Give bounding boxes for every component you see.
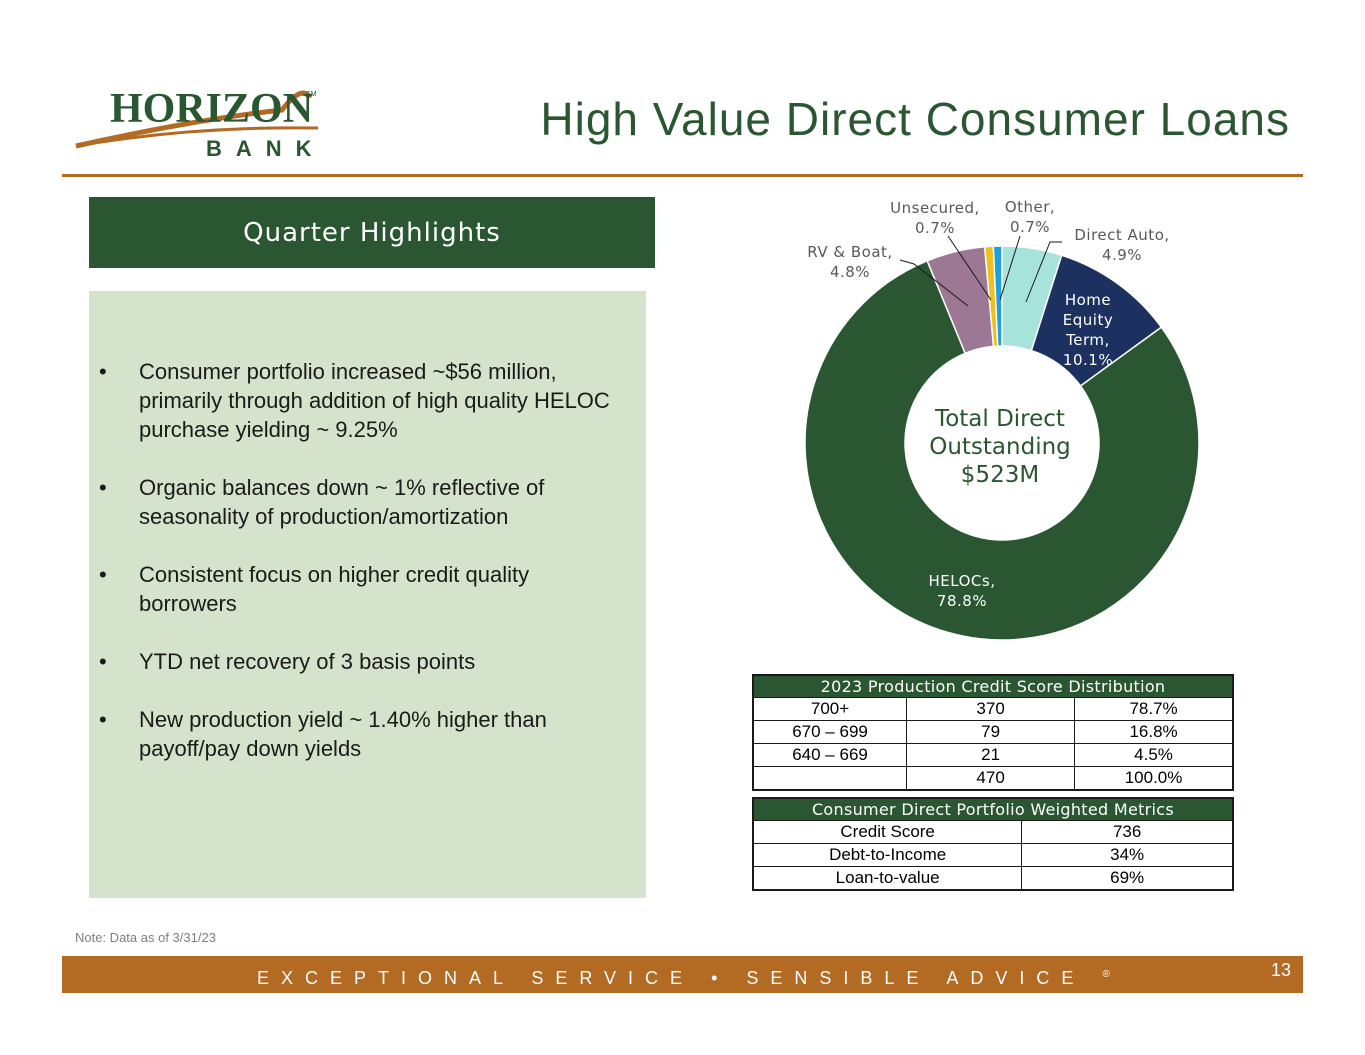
table-cell: 640 – 669: [752, 743, 908, 767]
slice-label-unsecured: Unsecured, 0.7%: [890, 199, 980, 237]
table-row: Loan-to-value 69%: [752, 866, 1234, 891]
slice-label-other: Other, 0.7%: [1005, 198, 1055, 236]
highlight-item: • New production yield ~ 1.40% higher tha…: [89, 705, 629, 763]
table-cell: 79: [906, 720, 1076, 744]
weighted-metrics-table: Consumer Direct Portfolio Weighted Metri…: [752, 797, 1234, 891]
registered-mark: ®: [1102, 969, 1110, 980]
center-total: $523M: [960, 462, 1040, 488]
label-line: Equity: [1063, 311, 1113, 329]
footnote: Note: Data as of 3/31/23: [75, 930, 216, 945]
label-line: 78.8%: [937, 592, 987, 610]
table-row: 640 – 669 21 4.5%: [752, 743, 1234, 767]
credit-score-table: 2023 Production Credit Score Distributio…: [752, 674, 1234, 791]
table-cell: Credit Score: [752, 820, 1023, 844]
table-cell: 670 – 699: [752, 720, 908, 744]
center-line-2: Outstanding: [929, 434, 1071, 460]
table-cell: 100.0%: [1074, 766, 1234, 791]
label-line: Unsecured,: [890, 199, 980, 217]
table-cell: 78.7%: [1074, 697, 1234, 721]
slice-other: [992, 245, 1003, 347]
logo-subtitle: BANK: [206, 136, 326, 161]
table-cell: 700+: [752, 697, 908, 721]
label-line: 4.8%: [830, 263, 870, 281]
label-line: Home: [1065, 291, 1111, 309]
highlight-text: Organic balances down ~ 1% reflective of…: [139, 475, 545, 529]
highlight-item: • Consistent focus on higher credit quali…: [89, 560, 629, 618]
bullet-glyph: •: [99, 562, 107, 587]
credit-table-title: 2023 Production Credit Score Distributio…: [753, 675, 1233, 698]
highlights-header: Quarter Highlights: [89, 197, 655, 268]
label-line: HELOCs,: [929, 572, 996, 590]
metrics-table-title: Consumer Direct Portfolio Weighted Metri…: [753, 798, 1233, 821]
table-cell: Loan-to-value: [752, 866, 1023, 891]
slice-label-home-equity-term: Home Equity Term, 10.1%: [1063, 291, 1113, 369]
table-cell: 34%: [1021, 843, 1234, 867]
table-row: 700+ 370 78.7%: [752, 697, 1234, 721]
table-cell: [752, 766, 908, 791]
table-row: Credit Score 736: [752, 820, 1234, 844]
table-row: 670 – 699 79 16.8%: [752, 720, 1234, 744]
leader-line: [999, 235, 1021, 301]
center-line-1: Total Direct: [935, 406, 1065, 432]
title-divider: [62, 174, 1303, 177]
highlight-text: Consumer portfolio increased ~$56 millio…: [139, 359, 610, 442]
highlights-panel: • Consumer portfolio increased ~$56 milli…: [89, 291, 646, 898]
highlight-text: Consistent focus on higher credit qualit…: [139, 562, 530, 616]
leader-line: [947, 235, 992, 301]
slice-label-rv-boat: RV & Boat, 4.8%: [807, 243, 892, 281]
slice-label-helocs: HELOCs, 78.8%: [929, 572, 996, 610]
footer-tagline: EXCEPTIONAL SERVICE • SENSIBLE ADVICE ®: [257, 956, 1110, 993]
table-cell: 470: [906, 766, 1076, 791]
page-number: 13: [1270, 960, 1291, 980]
table-cell: 21: [906, 743, 1076, 767]
slice-label-direct-auto: Direct Auto, 4.9%: [1074, 226, 1169, 264]
highlight-text: YTD net recovery of 3 basis points: [139, 649, 476, 674]
logo-swoosh: [75, 90, 313, 149]
table-cell: Debt-to-Income: [752, 843, 1023, 867]
page-title: High Value Direct Consumer Loans: [540, 93, 1290, 145]
highlights-list: • Consumer portfolio increased ~$56 milli…: [89, 357, 629, 792]
leader-line: [1025, 241, 1062, 303]
label-line: 0.7%: [1010, 218, 1050, 236]
logo-wordmark: HORIZON: [110, 86, 313, 132]
bullet-glyph: •: [99, 707, 107, 732]
table-row: 470 100.0%: [752, 766, 1234, 791]
highlight-text: New production yield ~ 1.40% higher than…: [139, 707, 547, 761]
bullet-glyph: •: [99, 475, 107, 500]
footer-bar: EXCEPTIONAL SERVICE • SENSIBLE ADVICE ® …: [62, 956, 1303, 993]
horizon-bank-logo: HORIZON SM BANK: [75, 86, 326, 161]
highlight-item: • YTD net recovery of 3 basis points: [89, 647, 629, 676]
table-cell: 736: [1021, 820, 1234, 844]
label-line: Direct Auto,: [1074, 226, 1169, 244]
label-line: 10.1%: [1063, 351, 1113, 369]
table-cell: 4.5%: [1074, 743, 1234, 767]
label-line: Term,: [1065, 331, 1110, 349]
bullet-glyph: •: [99, 359, 107, 384]
highlight-item: • Organic balances down ~ 1% reflective o…: [89, 473, 629, 531]
label-leader-lines: [899, 235, 1062, 307]
label-line: 0.7%: [915, 219, 955, 237]
table-cell: 16.8%: [1074, 720, 1234, 744]
slice-labels: Direct Auto, 4.9% Home Equity Term, 10.1% HELO…: [807, 198, 1169, 610]
label-line: RV & Boat,: [807, 243, 892, 261]
table-cell: 370: [906, 697, 1076, 721]
label-line: Other,: [1005, 198, 1055, 216]
donut-slices: [804, 245, 1200, 641]
table-cell: 69%: [1021, 866, 1234, 891]
tagline-text: EXCEPTIONAL SERVICE • SENSIBLE ADVICE: [257, 968, 1086, 988]
bullet-glyph: •: [99, 649, 107, 674]
leader-line: [899, 259, 969, 307]
slice-helocs: [804, 259, 1200, 641]
donut-center-text: Total Direct Outstanding $523M: [900, 405, 1100, 489]
table-row: Debt-to-Income 34%: [752, 843, 1234, 867]
label-line: 4.9%: [1102, 246, 1142, 264]
highlight-item: • Consumer portfolio increased ~$56 milli…: [89, 357, 629, 444]
logo-service-mark: SM: [306, 91, 317, 98]
portfolio-donut-chart: Direct Auto, 4.9% Home Equity Term, 10.1% HELO…: [804, 198, 1200, 641]
